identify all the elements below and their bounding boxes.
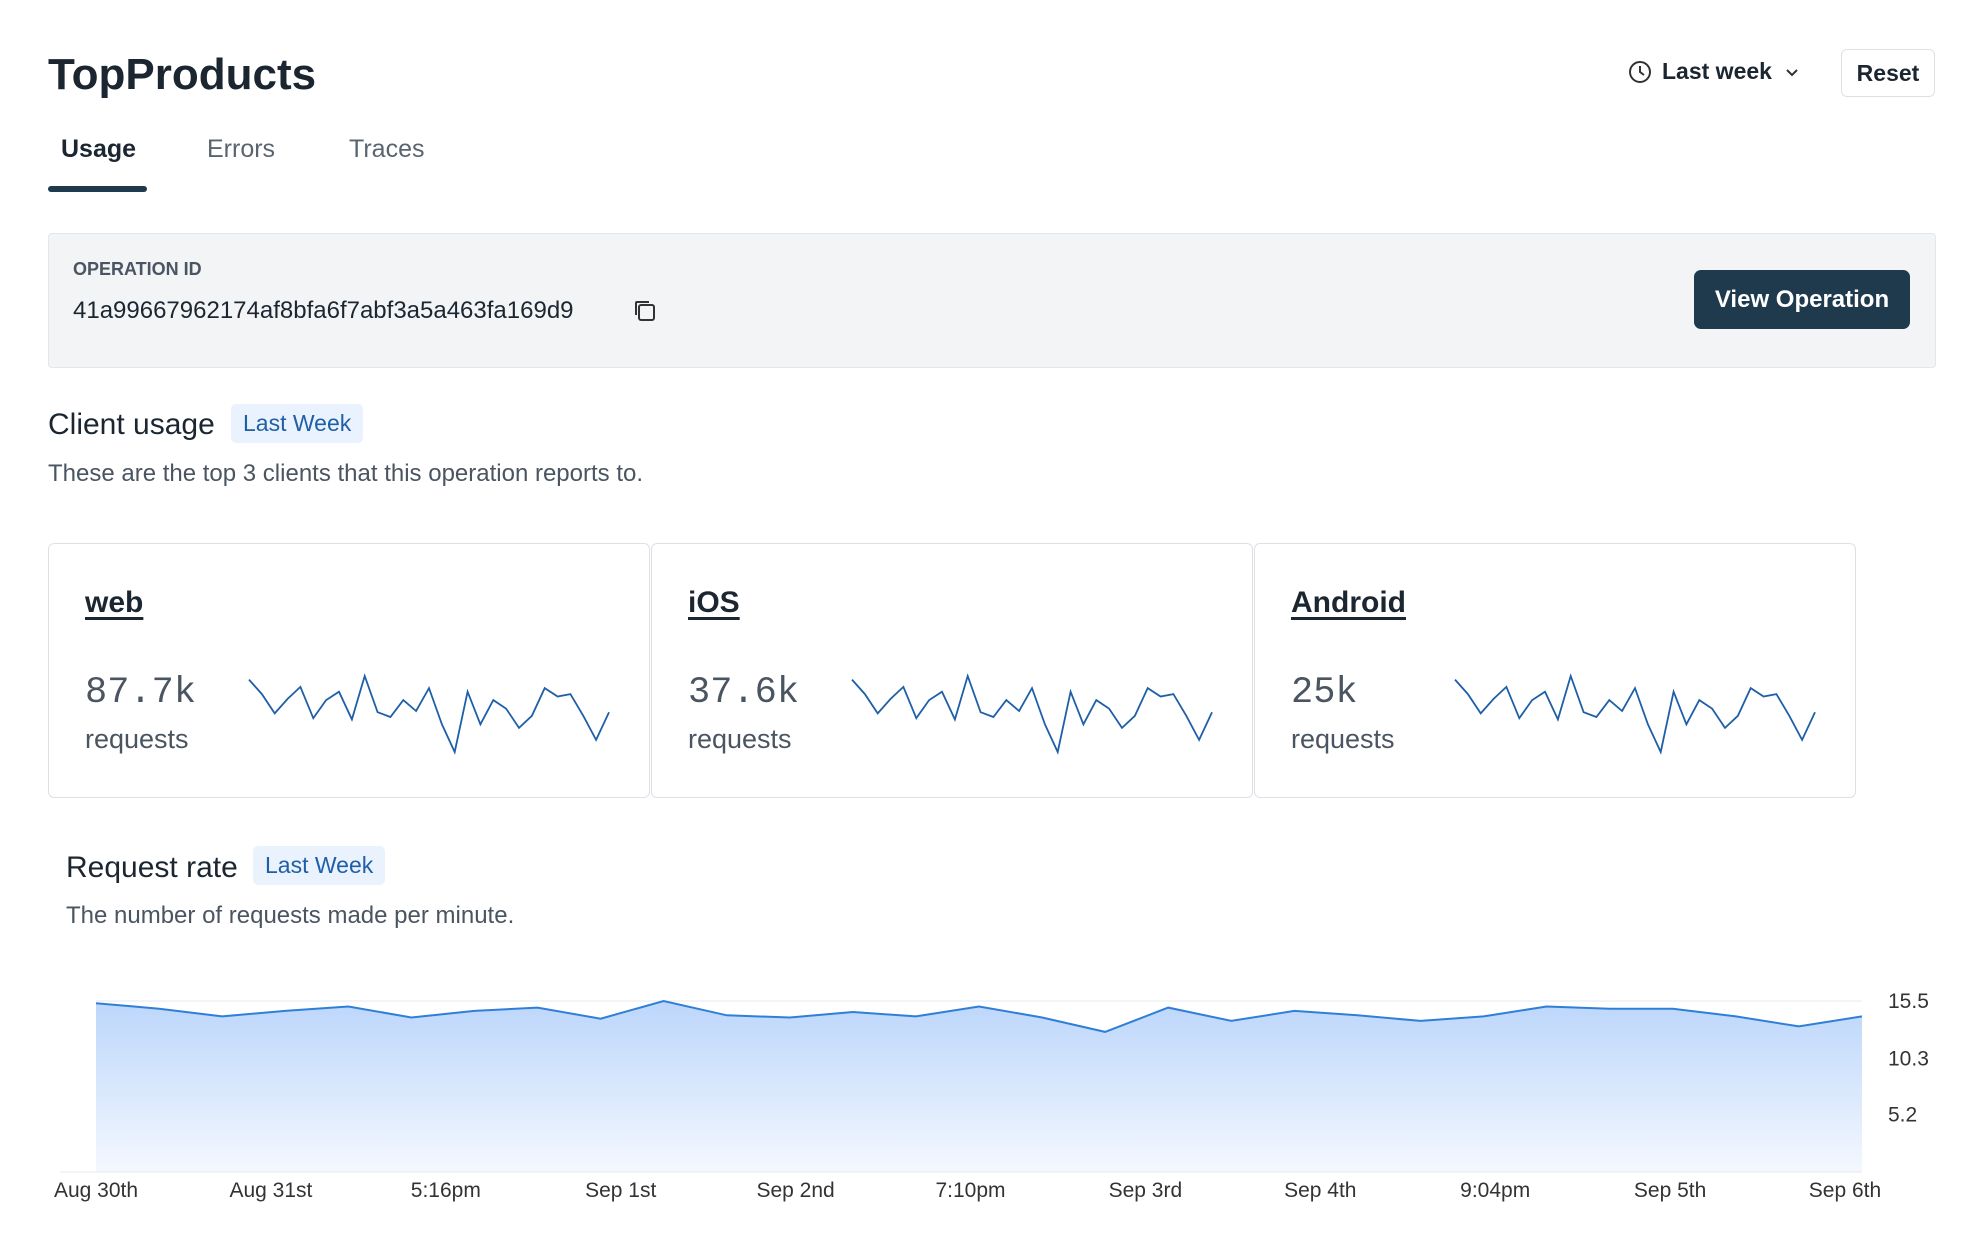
y-tick-label: 10.3 — [1888, 1047, 1929, 1070]
badge: Last Week — [253, 846, 386, 885]
sparkline-line — [1454, 673, 1816, 755]
copy-icon[interactable] — [632, 298, 658, 324]
tab[interactable]: Errors — [207, 135, 276, 163]
x-tick-label: Aug 31st — [229, 1179, 312, 1202]
y-tick-label: 15.5 — [1888, 990, 1929, 1013]
sparkline — [851, 673, 1213, 755]
clock-icon — [1629, 60, 1651, 83]
request-count: 87.7k — [85, 672, 197, 714]
x-tick-label: Sep 2nd — [756, 1179, 834, 1202]
section-title: Client usage — [48, 408, 215, 441]
operation-id: 41a99667962174af8bfa6f7abf3a5a463fa169d9 — [73, 297, 574, 324]
sparkline — [1454, 673, 1816, 755]
tab[interactable]: Traces — [349, 135, 425, 163]
x-tick-label: 9:04pm — [1460, 1179, 1530, 1202]
section-subtitle: These are the top 3 clients that this op… — [48, 460, 644, 487]
client-card: Android 25k requests — [1254, 543, 1856, 798]
client-card: web 87.7k requests — [48, 543, 650, 798]
badge: Last Week — [231, 404, 364, 443]
tab-underline — [48, 186, 147, 192]
client-name[interactable]: Android — [1291, 586, 1406, 619]
x-tick-label: Sep 1st — [585, 1179, 656, 1202]
sparkline-line — [248, 673, 610, 755]
view-operation-button[interactable]: View Operation — [1694, 270, 1910, 329]
x-tick-label: Sep 5th — [1634, 1179, 1706, 1202]
client-name[interactable]: iOS — [688, 586, 740, 619]
x-tick-label: Sep 6th — [1809, 1179, 1881, 1202]
request-count: 25k — [1291, 672, 1358, 714]
chevron — [1786, 68, 1798, 76]
x-tick-label: 5:16pm — [411, 1179, 481, 1202]
page-title: TopProducts — [48, 50, 317, 99]
time-range-picker[interactable]: Last week — [1628, 58, 1802, 85]
tab[interactable]: Usage — [61, 135, 137, 163]
area-line — [95, 999, 1863, 1033]
sparkline — [248, 673, 610, 755]
section-subtitle: The number of requests made per minute. — [66, 902, 515, 929]
operation-panel — [48, 233, 1936, 368]
x-tick-label: Sep 4th — [1284, 1179, 1356, 1202]
client-name[interactable]: web — [85, 586, 144, 619]
sparkline-line — [851, 673, 1213, 755]
client-card: iOS 37.6k requests — [651, 543, 1253, 798]
x-tick-label: Sep 3rd — [1109, 1179, 1183, 1202]
time-range-label: Last week — [1662, 58, 1772, 84]
request-unit: requests — [85, 724, 189, 754]
x-tick-label: 7:10pm — [935, 1179, 1005, 1202]
reset-button[interactable]: Reset — [1841, 49, 1935, 97]
section-title: Request rate — [66, 851, 238, 884]
x-tick-label: Aug 30th — [54, 1179, 138, 1202]
operation-label: OPERATION ID — [73, 259, 202, 279]
request-rate-chart: 15.5 10.3 5.2 Aug 30th Aug 31st 5:16pm Sep 1st… — [54, 990, 1929, 1202]
request-unit: requests — [688, 724, 792, 754]
y-tick-label: 5.2 — [1888, 1104, 1917, 1127]
area-fill — [96, 1001, 1862, 1172]
request-unit: requests — [1291, 724, 1395, 754]
request-count: 37.6k — [688, 672, 800, 714]
